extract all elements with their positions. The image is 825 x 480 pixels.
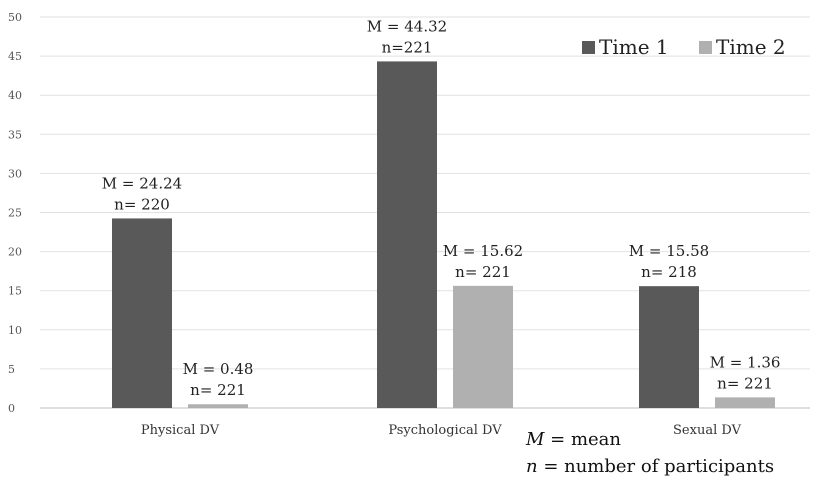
- bar-time1: [639, 286, 699, 408]
- note-mean-symbol: M: [525, 429, 545, 450]
- bar-time2: [188, 404, 248, 408]
- y-tick-label: 5: [8, 363, 15, 376]
- y-tick-label: 25: [8, 207, 22, 220]
- legend-label-time2: Time 2: [716, 35, 786, 59]
- note-n-text: = number of participants: [538, 456, 775, 477]
- data-label-n: n= 221: [455, 263, 511, 281]
- data-label-mean: M = 0.48: [183, 360, 254, 378]
- y-tick-label: 30: [8, 167, 22, 180]
- legend-swatch-time2: [699, 41, 712, 54]
- y-tick-label: 45: [8, 50, 22, 63]
- y-tick-label: 15: [8, 285, 22, 298]
- y-tick-label: 0: [8, 402, 15, 415]
- y-tick-label: 10: [8, 324, 22, 337]
- note-mean-text: = mean: [544, 429, 621, 450]
- data-label-mean: M = 24.24: [102, 174, 182, 192]
- data-label-mean: M = 15.62: [443, 242, 523, 260]
- data-label-mean: M = 15.58: [629, 242, 709, 260]
- bar-time1: [112, 218, 172, 408]
- data-label-mean: M = 44.32: [367, 17, 447, 35]
- data-label-n: n= 221: [190, 381, 246, 399]
- data-label-n: n= 220: [114, 195, 170, 213]
- legend-swatch-time1: [582, 41, 595, 54]
- bar-time2: [453, 285, 513, 408]
- bar-time2: [715, 397, 775, 408]
- y-tick-label: 20: [8, 246, 22, 259]
- note-mean: M = mean: [525, 429, 621, 450]
- data-label-mean: M = 1.36: [710, 353, 781, 371]
- y-tick-label: 40: [8, 89, 22, 102]
- x-category-label: Physical DV: [141, 423, 220, 438]
- data-label-n: n= 221: [717, 374, 773, 392]
- data-labels: M = 24.24 n= 220 M = 44.32 n=221 M = 15.58 n=…: [102, 17, 781, 399]
- data-label-n: n=221: [382, 38, 433, 56]
- bars: [112, 61, 775, 408]
- data-label-n: n= 218: [641, 263, 697, 281]
- legend: Time 1 Time 2: [582, 35, 786, 59]
- x-category-label: Psychological DV: [388, 423, 502, 438]
- y-tick-label: 35: [8, 128, 22, 141]
- legend-label-time1: Time 1: [599, 35, 669, 59]
- bar-time1: [377, 61, 437, 408]
- x-axis-categories: Physical DV Psychological DV Sexual DV: [141, 423, 742, 438]
- y-axis-ticks: 0 5 10 15 20 25 30 35 40 45 50: [8, 11, 22, 415]
- note-n: n = number of participants: [526, 456, 774, 477]
- notes: M = mean n = number of participants: [525, 429, 774, 477]
- note-n-symbol: n: [526, 456, 538, 477]
- x-category-label: Sexual DV: [673, 423, 742, 438]
- y-tick-label: 50: [8, 11, 22, 24]
